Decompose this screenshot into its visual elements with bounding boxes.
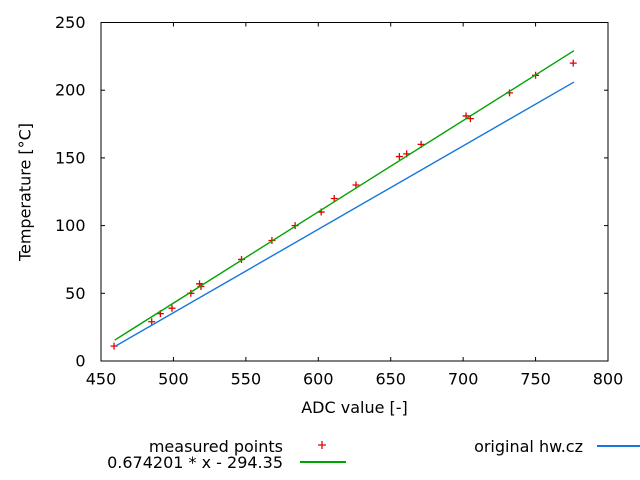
x-tick-label: 750 (520, 370, 551, 389)
y-tick-label: 200 (55, 81, 86, 100)
legend-label-original-hwcz: original hw.cz (474, 437, 583, 456)
legend-plus-marker-icon (318, 441, 326, 449)
y-tick-label: 50 (65, 284, 85, 303)
legend-green-line-sample (300, 461, 346, 463)
measured-point (148, 318, 156, 326)
x-tick-label: 700 (448, 370, 479, 389)
x-tick-label: 650 (375, 370, 406, 389)
y-tick-label: 250 (55, 13, 86, 32)
measured-point (569, 59, 577, 67)
x-tick-label: 500 (158, 370, 189, 389)
series-line (114, 50, 575, 341)
x-tick-label: 450 (86, 370, 117, 389)
legend-label-fit-equation: 0.674201 * x - 294.35 (107, 453, 283, 472)
y-axis-label: Temperature [°C] (15, 122, 35, 262)
measured-point (330, 195, 338, 203)
y-tick-label: 150 (55, 148, 86, 167)
x-axis-label: ADC value [-] (301, 398, 408, 417)
legend-label-measured-points: measured points (148, 437, 283, 456)
y-tick-label: 100 (55, 216, 86, 235)
legend-blue-line-sample (597, 445, 640, 447)
measured-point (168, 304, 176, 312)
x-tick-label: 600 (303, 370, 334, 389)
y-tick-label: 0 (75, 352, 85, 371)
x-tick-label: 550 (231, 370, 262, 389)
measured-point (395, 153, 403, 161)
series-line (115, 81, 575, 347)
x-tick-label: 800 (593, 370, 624, 389)
plot-border (100, 22, 609, 362)
